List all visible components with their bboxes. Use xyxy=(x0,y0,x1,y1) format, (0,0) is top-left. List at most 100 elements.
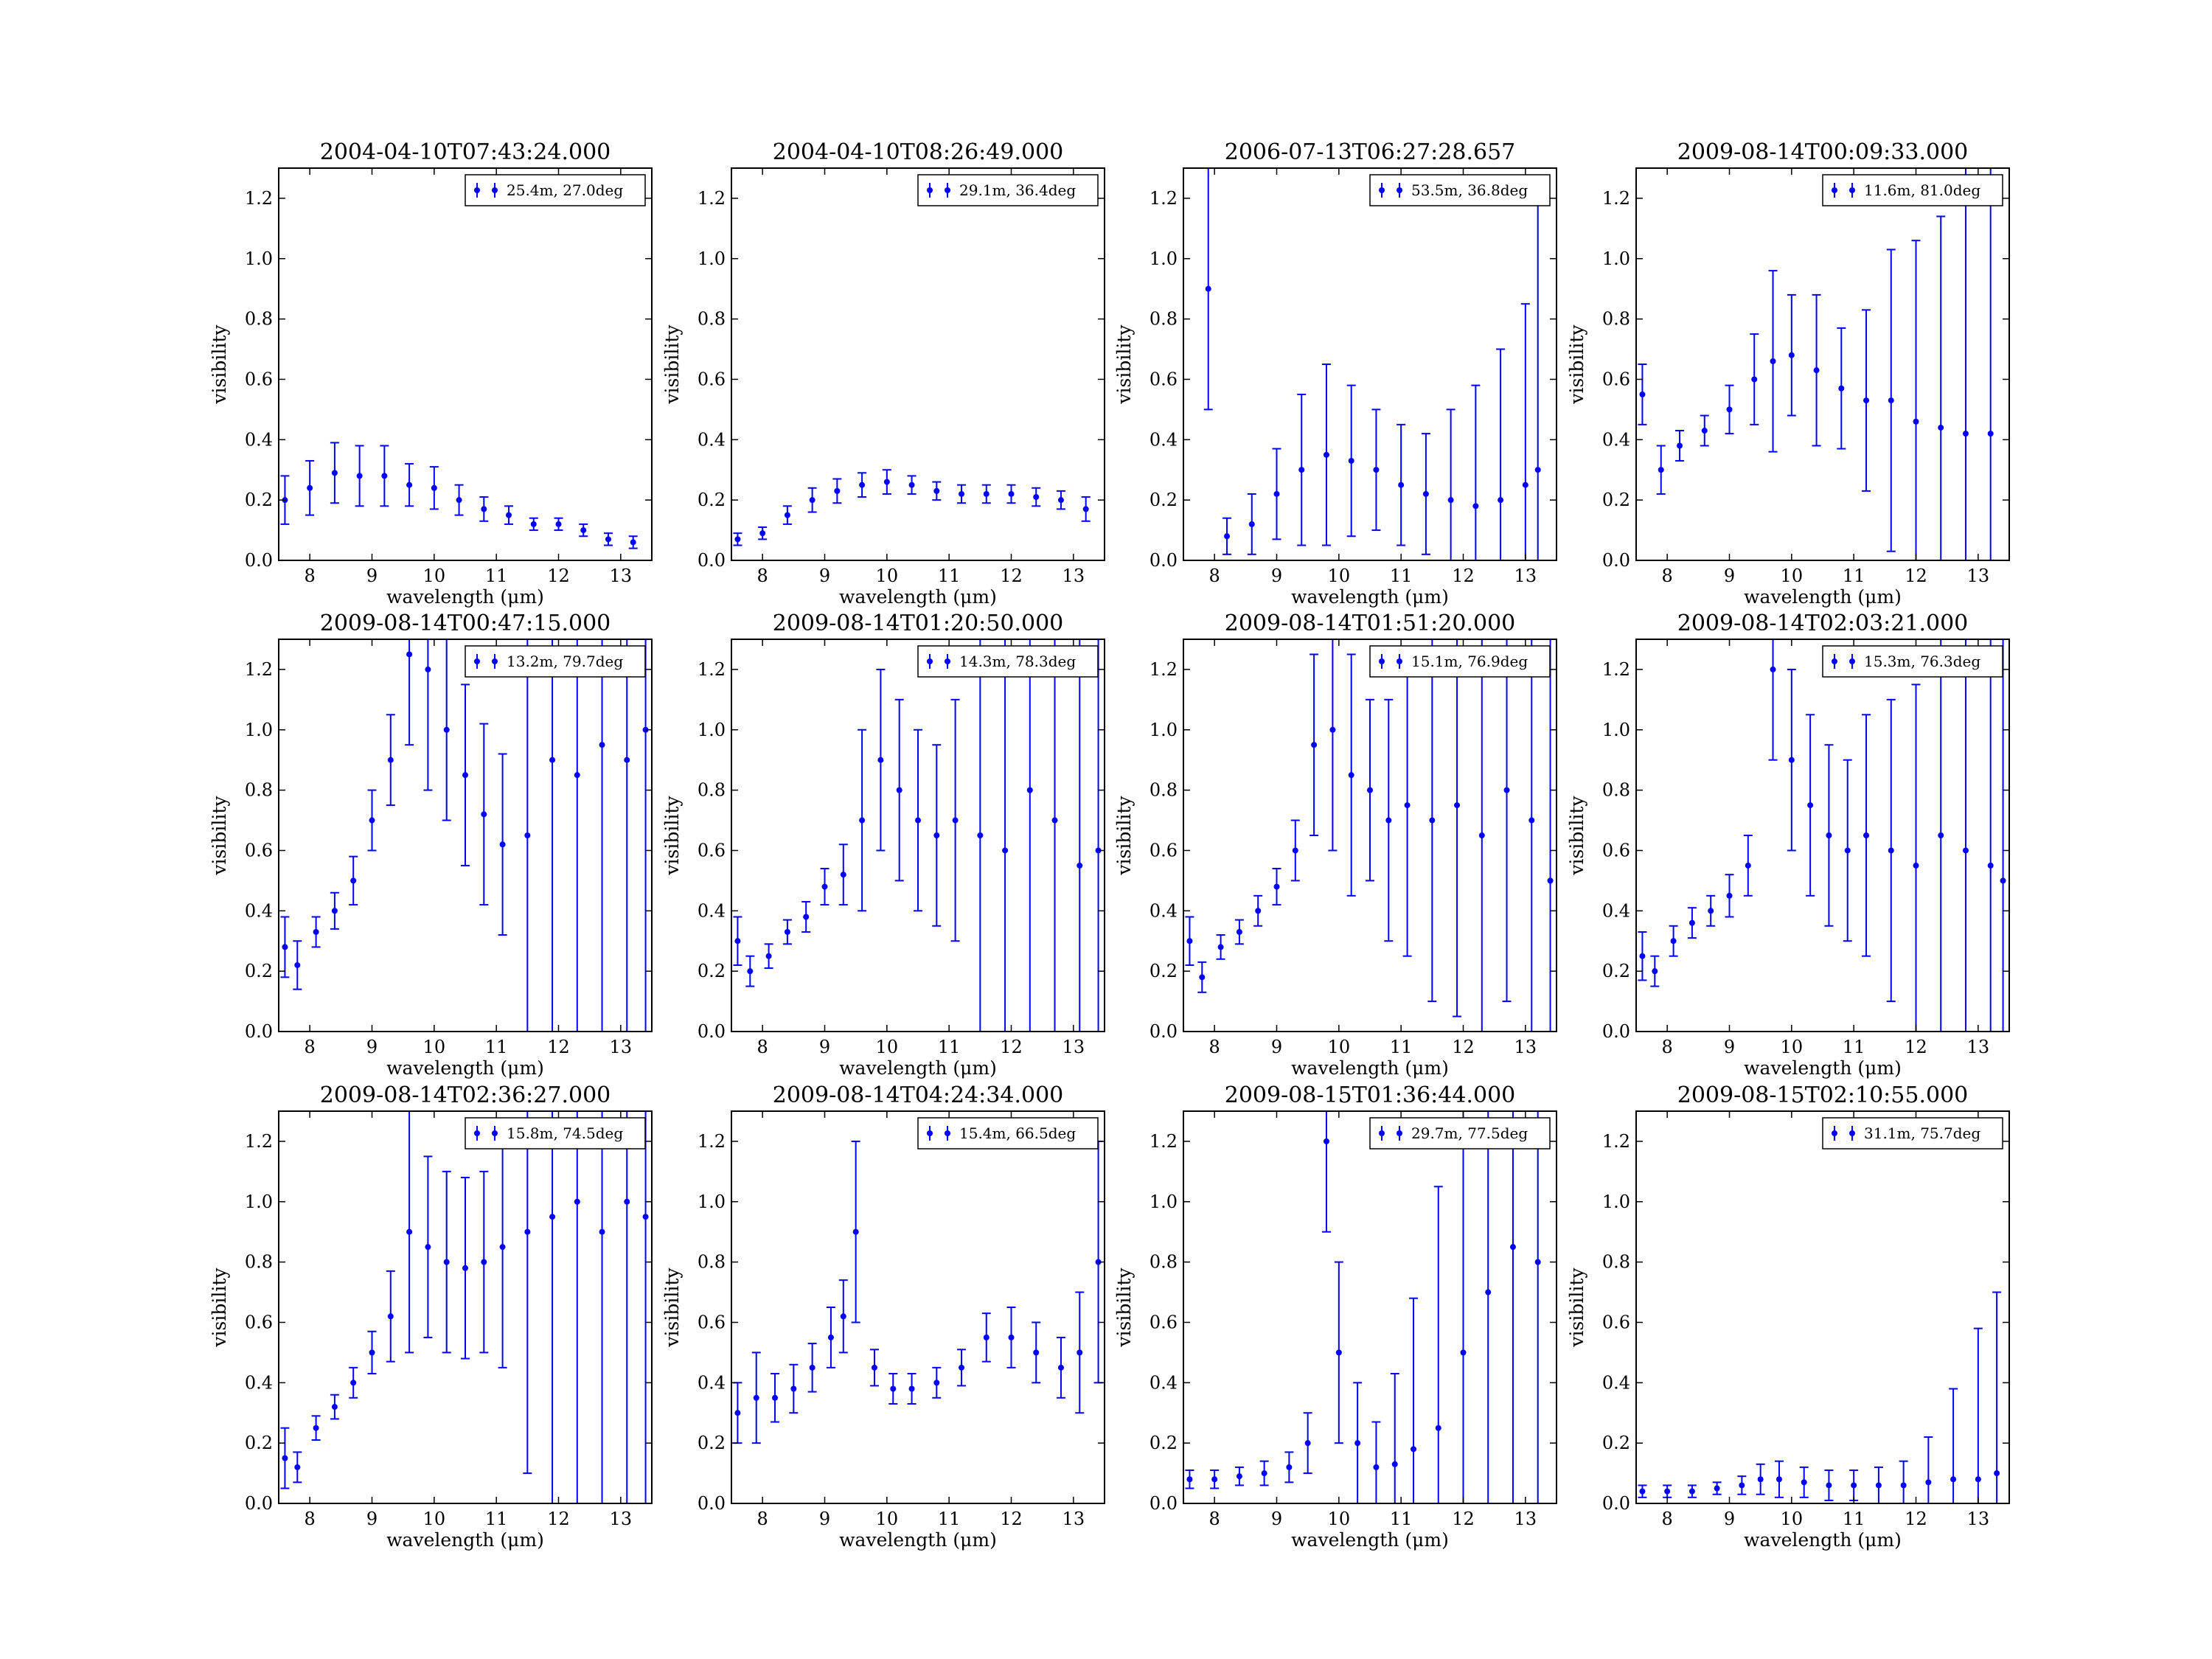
data-point xyxy=(282,1455,288,1461)
x-tick-label: 11 xyxy=(485,566,508,586)
data-point xyxy=(1534,467,1541,473)
data-point xyxy=(1652,968,1658,975)
data-point xyxy=(1688,919,1695,926)
y-tick-label: 0.4 xyxy=(245,429,273,450)
x-tick-label: 11 xyxy=(1390,1037,1413,1057)
x-axis-label: wavelength (μm) xyxy=(1291,1529,1449,1551)
data-point xyxy=(1026,787,1033,793)
legend: 15.3m, 76.3deg xyxy=(1822,645,2003,678)
subplot-title: 2009-08-14T01:51:20.000 xyxy=(1225,611,1516,636)
axes-frame xyxy=(731,639,1105,1032)
y-axis-label: visibility xyxy=(1113,796,1135,876)
subplot-title: 2004-04-10T08:26:49.000 xyxy=(773,139,1064,165)
y-tick-label: 1.2 xyxy=(1602,188,1630,209)
subplot-title: 2009-08-14T02:36:27.000 xyxy=(320,1082,611,1108)
data-point xyxy=(331,1404,338,1411)
legend-marker xyxy=(927,1130,933,1136)
y-tick-label: 0.0 xyxy=(1150,1493,1178,1514)
y-tick-label: 0.6 xyxy=(698,840,726,860)
x-tick-label: 11 xyxy=(485,1037,508,1057)
data-point xyxy=(331,908,338,914)
data-point xyxy=(1888,397,1894,404)
data-point xyxy=(1751,376,1758,383)
legend-marker xyxy=(1379,1130,1385,1136)
data-point xyxy=(1658,467,1664,473)
data-point xyxy=(734,938,741,945)
data-point xyxy=(574,772,580,779)
x-tick-label: 10 xyxy=(876,1037,899,1057)
data-point xyxy=(1298,467,1305,473)
data-point xyxy=(406,651,413,658)
data-point xyxy=(524,832,531,838)
x-tick-label: 9 xyxy=(819,566,830,586)
y-tick-label: 0.6 xyxy=(1602,369,1630,389)
subplot-11: 2009-08-15T01:36:44.000 8 9 10 11 12 13 0.0 0.2 0… xyxy=(1113,1082,1557,1551)
x-tick-label: 10 xyxy=(423,1509,446,1529)
data-point xyxy=(2000,877,2006,884)
x-tick-label: 10 xyxy=(1328,566,1351,586)
data-point xyxy=(530,521,537,527)
data-point xyxy=(915,817,921,824)
y-tick-label: 1.0 xyxy=(698,1192,726,1212)
x-tick-label: 9 xyxy=(366,1509,378,1529)
x-tick-label: 10 xyxy=(1328,1509,1351,1529)
data-point xyxy=(1077,862,1083,869)
data-point xyxy=(1701,428,1708,434)
x-tick-label: 11 xyxy=(1843,1037,1865,1057)
data-point xyxy=(790,1385,797,1392)
data-point xyxy=(1367,787,1373,793)
legend: 29.7m, 77.5deg xyxy=(1369,1117,1551,1150)
y-tick-label: 0.4 xyxy=(245,900,273,921)
data-point xyxy=(462,1265,468,1271)
y-tick-label: 0.6 xyxy=(245,840,273,860)
legend-marker xyxy=(492,187,498,193)
data-point xyxy=(834,487,841,494)
data-point xyxy=(1503,787,1510,793)
data-point xyxy=(1757,1476,1764,1483)
data-point xyxy=(1851,1482,1857,1489)
y-tick-label: 0.8 xyxy=(698,1252,726,1273)
data-point xyxy=(1708,908,1714,914)
y-axis-label: visibility xyxy=(209,324,230,405)
data-point xyxy=(1404,802,1411,809)
data-point xyxy=(599,742,605,748)
data-point xyxy=(1199,974,1206,981)
y-tick-label: 0.8 xyxy=(1602,780,1630,801)
axes-frame xyxy=(731,167,1105,561)
legend-box xyxy=(917,174,1099,206)
legend-label: 15.1m, 76.9deg xyxy=(1411,653,1528,670)
y-tick-label: 0.0 xyxy=(245,550,273,571)
y-tick-label: 0.6 xyxy=(1602,840,1630,860)
data-point xyxy=(1292,847,1298,854)
data-point xyxy=(1863,832,1870,838)
data-point xyxy=(933,1380,940,1386)
legend-marker xyxy=(1379,658,1385,664)
x-tick-label: 8 xyxy=(1662,1037,1673,1057)
subplot-title: 2006-07-13T06:27:28.657 xyxy=(1225,139,1516,165)
data-point xyxy=(369,1349,375,1356)
data-point xyxy=(331,470,338,476)
x-tick-label: 9 xyxy=(1271,1037,1282,1057)
x-axis-label: wavelength (μm) xyxy=(839,1529,997,1551)
subplot-9: 2009-08-14T02:36:27.000 8 9 10 11 12 13 0.0 0.2 0… xyxy=(209,1082,653,1551)
data-point xyxy=(1670,938,1677,945)
y-tick-label: 0.0 xyxy=(1602,1021,1630,1042)
data-point xyxy=(1385,817,1392,824)
legend: 53.5m, 36.8deg xyxy=(1369,174,1551,206)
data-point xyxy=(1962,847,1969,854)
y-tick-label: 0.8 xyxy=(1602,309,1630,330)
data-point xyxy=(803,914,810,920)
data-point xyxy=(1826,1482,1832,1489)
data-point xyxy=(1987,862,1994,869)
data-point xyxy=(1002,847,1009,854)
y-tick-label: 0.4 xyxy=(1150,900,1178,921)
data-point xyxy=(282,944,288,950)
y-tick-label: 1.2 xyxy=(245,1131,273,1152)
data-point xyxy=(772,1394,779,1401)
y-tick-label: 0.8 xyxy=(698,309,726,330)
data-point xyxy=(524,1228,531,1235)
data-point xyxy=(1788,352,1795,358)
y-tick-label: 1.0 xyxy=(245,720,273,740)
plot-area xyxy=(733,1140,1103,1444)
